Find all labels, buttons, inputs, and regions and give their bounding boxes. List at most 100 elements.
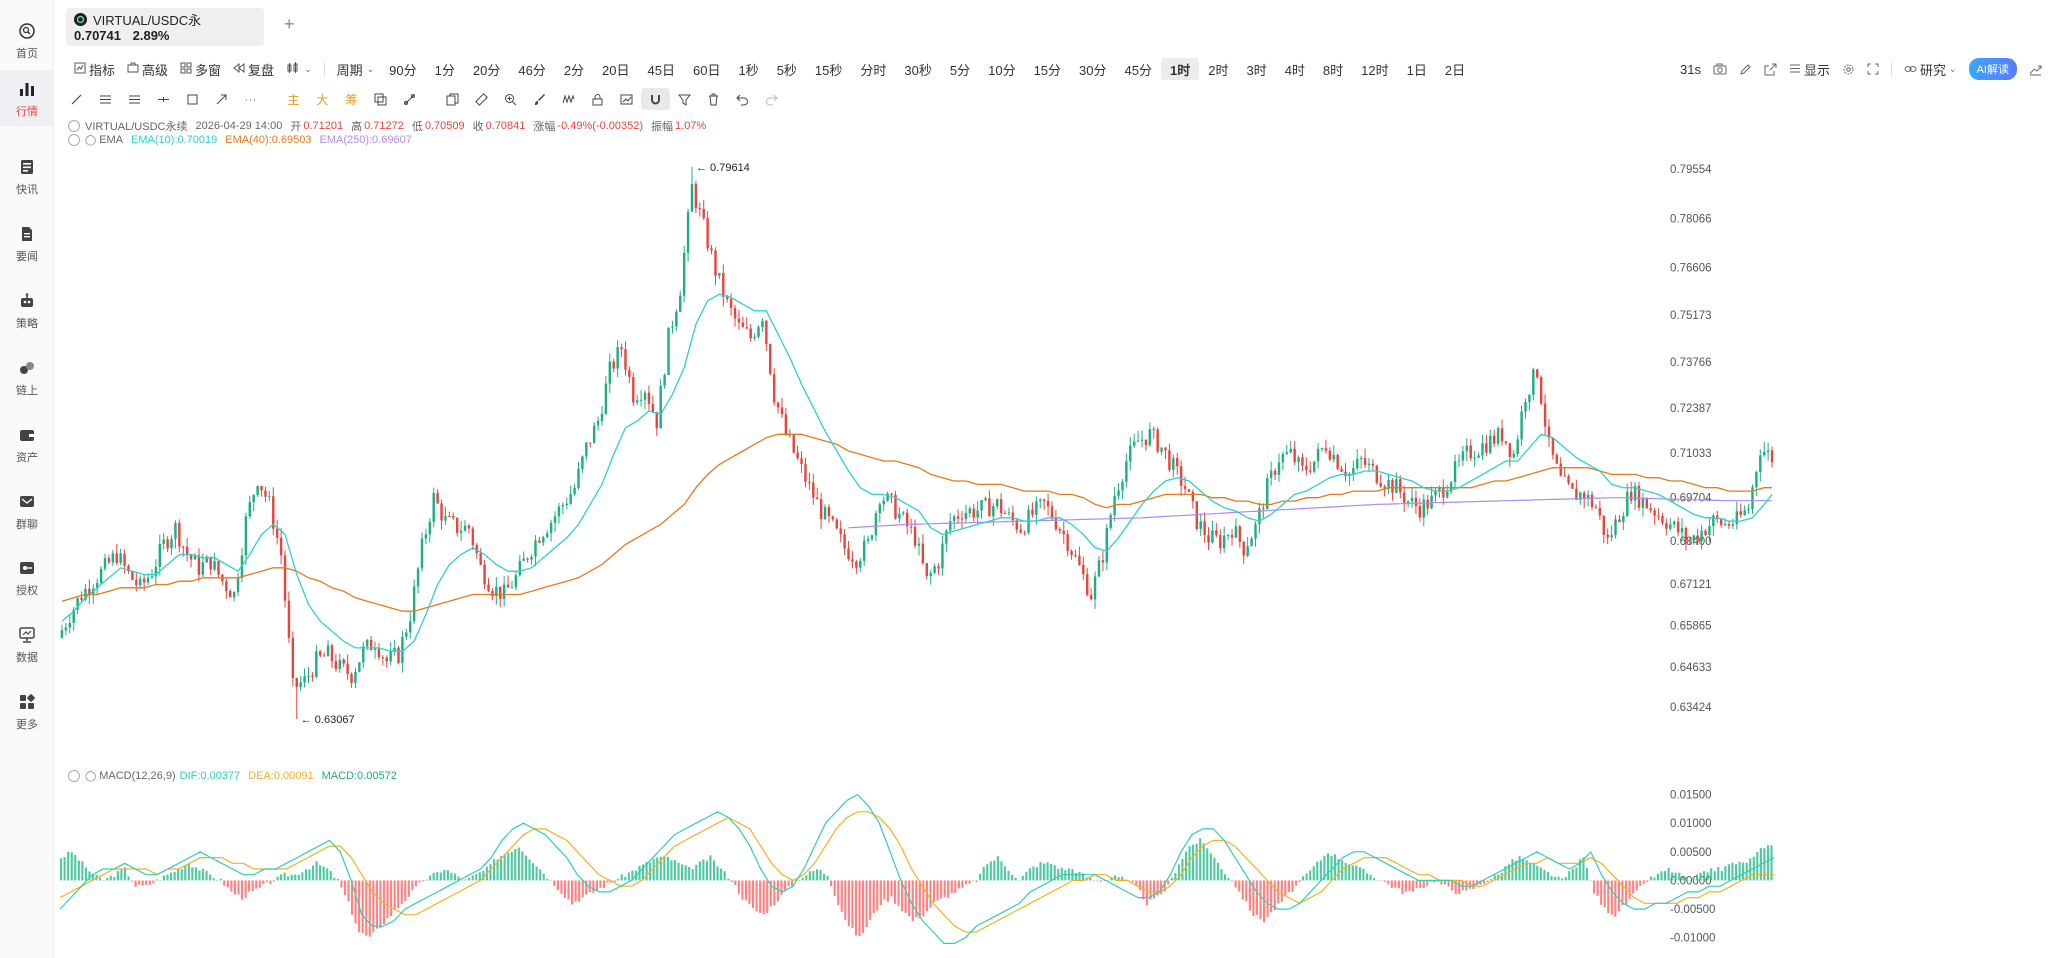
- redo-icon[interactable]: [757, 88, 786, 110]
- sidebar-item-0[interactable]: 首页: [0, 12, 54, 68]
- sidebar-item-1[interactable]: 行情: [0, 70, 54, 126]
- period-option[interactable]: 30分: [1079, 62, 1107, 78]
- filter-icon[interactable]: [670, 88, 699, 110]
- period-option[interactable]: 1分: [434, 62, 455, 78]
- sidebar-item-9[interactable]: 数据: [0, 616, 54, 672]
- candle-body: [346, 663, 349, 675]
- brush-icon[interactable]: [525, 88, 554, 110]
- chart-type-dropdown[interactable]: ⌄: [280, 58, 318, 80]
- eye-icon[interactable]: ◯: [85, 134, 97, 146]
- sidebar-item-8[interactable]: 授权: [0, 549, 54, 605]
- candle-body: [252, 494, 255, 503]
- compare-icon[interactable]: [366, 88, 395, 110]
- indicator-button[interactable]: 指标: [68, 58, 121, 80]
- symbol-tab[interactable]: VIRTUAL/USDC永 0.70741 2.89%: [66, 8, 264, 46]
- macd-y-tick-label: -0.00500: [1670, 904, 1715, 916]
- macd-bar: [1596, 880, 1599, 896]
- candle-body: [1312, 461, 1316, 472]
- candle-body: [855, 561, 858, 568]
- period-option[interactable]: 15秒: [814, 62, 843, 78]
- copy-icon[interactable]: [438, 88, 467, 110]
- period-option[interactable]: 3时: [1246, 62, 1267, 78]
- main-chart-toggle[interactable]: 主: [287, 92, 300, 107]
- legend-collapse-icon[interactable]: [68, 134, 80, 146]
- period-option[interactable]: 60日: [692, 62, 721, 78]
- period-option[interactable]: 1时: [1160, 58, 1200, 80]
- macd-chart[interactable]: 0.015000.010000.005000.00000-0.00500-0.0…: [54, 782, 2048, 958]
- macd-bar: [716, 866, 719, 881]
- candle-body: [1406, 501, 1410, 503]
- multi-window-button[interactable]: 多窗: [174, 58, 227, 80]
- macd-bar: [1365, 873, 1369, 881]
- period-option[interactable]: 5秒: [776, 62, 797, 78]
- parallel-channel-tool-icon[interactable]: [120, 88, 149, 110]
- trend-line-tool-icon[interactable]: [62, 88, 91, 110]
- sidebar-item-2[interactable]: 快讯: [0, 148, 54, 204]
- period-option[interactable]: 2分: [563, 62, 585, 78]
- legend-collapse-icon[interactable]: [68, 770, 80, 782]
- settings-gear-icon[interactable]: [1836, 58, 1861, 80]
- rectangle-tool-icon[interactable]: [178, 88, 207, 110]
- period-option[interactable]: 1秒: [738, 62, 759, 78]
- eye-icon[interactable]: ◯: [85, 770, 97, 782]
- period-option[interactable]: 2时: [1208, 62, 1229, 78]
- trash-icon[interactable]: [699, 88, 728, 110]
- advanced-button[interactable]: 高级: [121, 58, 174, 80]
- ruler-icon[interactable]: [467, 88, 496, 110]
- candle-body: [1199, 521, 1202, 530]
- replay-button[interactable]: 复盘: [227, 58, 280, 80]
- large-orders-toggle[interactable]: 大: [316, 92, 329, 107]
- image-edit-icon[interactable]: [612, 88, 641, 110]
- period-option[interactable]: 4时: [1284, 62, 1305, 78]
- zoom-in-icon[interactable]: [496, 88, 525, 110]
- candlestick-chart[interactable]: 0.79554 0.78066 0.76606 0.75173 0.73766 0.723…: [54, 118, 2048, 758]
- arrow-tool-icon[interactable]: [207, 88, 236, 110]
- wave-pattern-icon[interactable]: [554, 88, 583, 110]
- sidebar-item-10[interactable]: 更多: [0, 683, 54, 739]
- magnet-icon[interactable]: [641, 88, 670, 110]
- sidebar-item-7[interactable]: 群聊: [0, 483, 54, 539]
- macd-bar: [251, 880, 254, 892]
- undo-icon[interactable]: [728, 88, 757, 110]
- period-option[interactable]: 10分: [988, 62, 1016, 78]
- period-option[interactable]: 30秒: [904, 62, 932, 78]
- period-option[interactable]: 1日: [1406, 62, 1427, 78]
- period-option[interactable]: 45分: [1124, 62, 1152, 78]
- horizontal-ray-tool-icon[interactable]: [149, 88, 178, 110]
- candle-body: [201, 562, 205, 575]
- research-dropdown[interactable]: 研究 ⌄: [1898, 58, 1963, 80]
- period-option[interactable]: 8时: [1322, 62, 1344, 78]
- macd-bar: [673, 859, 677, 881]
- ai-interpret-button[interactable]: AI解读: [1968, 58, 2017, 80]
- add-tab-button[interactable]: +: [284, 14, 295, 34]
- period-option[interactable]: 2日: [1444, 62, 1466, 78]
- lock-icon[interactable]: [583, 88, 612, 110]
- period-option[interactable]: 90分: [389, 62, 417, 78]
- sidebar-item-6[interactable]: 资产: [0, 416, 54, 472]
- more-tools-icon[interactable]: ···: [244, 92, 257, 106]
- export-icon[interactable]: [1758, 58, 1783, 80]
- period-option[interactable]: 45日: [647, 62, 675, 78]
- camera-icon[interactable]: [1707, 58, 1733, 80]
- legend-collapse-icon[interactable]: [68, 120, 80, 132]
- macd-bar: [705, 860, 708, 881]
- period-option[interactable]: 分时: [860, 62, 887, 78]
- sidebar-item-5[interactable]: 链上: [0, 349, 54, 405]
- sidebar-item-4[interactable]: 策略: [0, 282, 54, 338]
- period-option[interactable]: 12时: [1361, 62, 1389, 78]
- chips-toggle[interactable]: 筹: [345, 92, 358, 107]
- display-button[interactable]: 显示: [1783, 58, 1836, 80]
- period-dropdown[interactable]: 周期 ⌄: [331, 58, 381, 80]
- pencil-icon[interactable]: [1733, 58, 1758, 80]
- period-option[interactable]: 20日: [602, 62, 630, 78]
- measure-icon[interactable]: [395, 88, 424, 110]
- horizontal-lines-tool-icon[interactable]: [91, 88, 120, 110]
- fullscreen-icon[interactable]: [1861, 58, 1885, 80]
- trend-icon[interactable]: [2023, 58, 2048, 80]
- candle-body: [1614, 519, 1617, 536]
- period-option[interactable]: 15分: [1033, 62, 1062, 78]
- sidebar-item-3[interactable]: 要闻: [0, 215, 54, 271]
- period-option[interactable]: 46分: [518, 62, 546, 78]
- period-option[interactable]: 20分: [472, 62, 501, 78]
- period-option[interactable]: 5分: [949, 62, 971, 78]
